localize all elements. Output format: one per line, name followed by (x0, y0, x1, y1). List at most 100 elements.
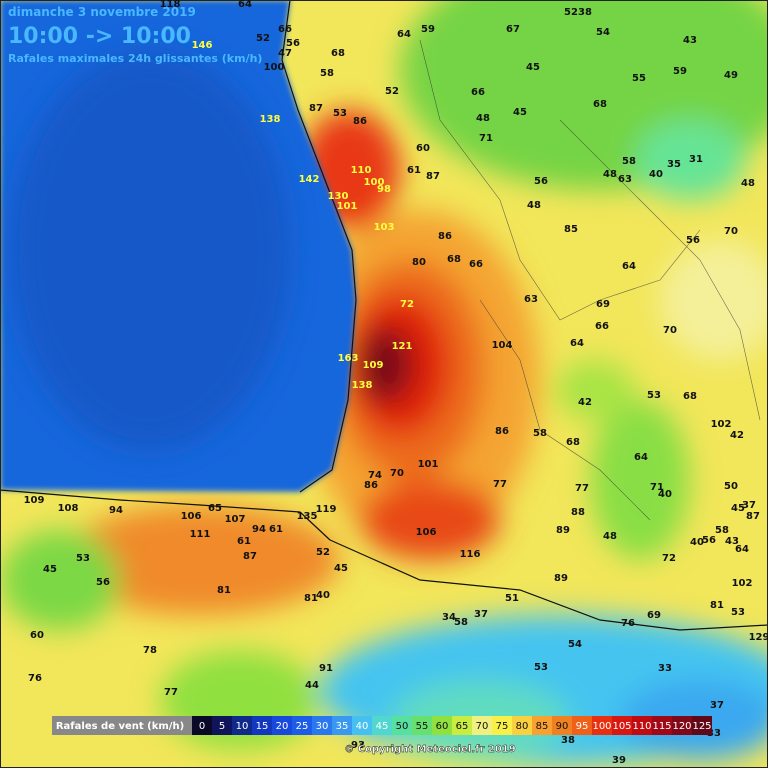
legend-swatch (312, 716, 332, 735)
station-value: 88 (571, 507, 585, 518)
legend-swatch (632, 716, 652, 735)
station-value: 118 (160, 0, 181, 10)
station-value: 52 (256, 33, 270, 44)
station-value: 64 (634, 452, 648, 463)
station-value: 71 (479, 133, 493, 144)
legend-swatch (672, 716, 692, 735)
station-value: 38 (561, 735, 575, 746)
station-value: 66 (471, 87, 485, 98)
station-value: 35 (667, 159, 681, 170)
station-value: 60 (416, 143, 430, 154)
legend-swatch (532, 716, 552, 735)
station-value: 104 (492, 340, 513, 351)
station-value: 48 (603, 169, 617, 180)
legend-label: 5 (219, 721, 225, 732)
legend-swatch (192, 716, 212, 735)
station-value: 43 (683, 35, 697, 46)
station-value: 60 (30, 630, 44, 641)
station-value: 45 (513, 107, 527, 118)
station-value: 93 (351, 740, 365, 751)
station-value: 48 (476, 113, 490, 124)
legend-label: 125 (692, 721, 711, 732)
legend-label: 85 (536, 721, 549, 732)
station-value: 52 (316, 547, 330, 558)
legend-title: Rafales de vent (km/h) (56, 721, 184, 732)
station-value: 64 (570, 338, 584, 349)
station-value: 53 (76, 553, 90, 564)
station-value: 102 (711, 419, 732, 430)
copyright: © Copyright Meteociel.fr 2019 (344, 744, 515, 755)
station-value: 106 (416, 527, 437, 538)
station-value: 119 (316, 504, 337, 515)
station-value: 69 (647, 610, 661, 621)
station-value: 101 (418, 459, 439, 470)
station-value: 102 (732, 578, 753, 589)
legend-label: 120 (672, 721, 691, 732)
station-value: 45 (731, 503, 745, 514)
station-value: 42 (578, 397, 592, 408)
station-value: 68 (593, 99, 607, 110)
station-value: 86 (364, 480, 378, 491)
station-value: 138 (352, 380, 373, 391)
station-value: 45 (334, 563, 348, 574)
station-value: 63 (618, 174, 632, 185)
legend-label: 105 (612, 721, 631, 732)
legend-label: 40 (356, 721, 369, 732)
station-value: 31 (689, 154, 703, 165)
station-value: 77 (493, 479, 507, 490)
legend-label: 15 (256, 721, 269, 732)
station-value: 109 (363, 360, 384, 371)
legend-swatch (332, 716, 352, 735)
station-value: 61 (407, 165, 421, 176)
station-value: 100 (264, 62, 285, 73)
station-value: 45 (43, 564, 57, 575)
station-value: 47 (278, 48, 292, 59)
station-value: 135 (297, 511, 318, 522)
station-value: 39 (612, 755, 626, 766)
station-value: 48 (603, 531, 617, 542)
station-value: 81 (304, 593, 318, 604)
station-value: 130 (328, 191, 349, 202)
station-value: 63 (524, 294, 538, 305)
station-value: 33 (707, 728, 721, 739)
legend: Rafales de vent (km/h) 0 5 10 15 20 25 30 35 40 4… (52, 716, 712, 735)
legend-swatch (452, 716, 472, 735)
station-value: 74 (368, 470, 382, 481)
station-value: 58 (320, 68, 334, 79)
station-value: 121 (392, 341, 413, 352)
station-value: 69 (596, 299, 610, 310)
station-value: 98 (377, 184, 391, 195)
station-value: 66 (595, 321, 609, 332)
station-value: 52 (385, 86, 399, 97)
legend-label: 35 (336, 721, 349, 732)
legend-swatch (252, 716, 272, 735)
station-value: 52 (564, 7, 578, 18)
legend-swatch (572, 716, 592, 735)
legend-swatch (232, 716, 252, 735)
station-value: 66 (278, 24, 292, 35)
station-value: 68 (683, 391, 697, 402)
station-value: 142 (299, 174, 320, 185)
legend-label: 95 (576, 721, 589, 732)
station-value: 77 (164, 687, 178, 698)
legend-swatch (292, 716, 312, 735)
legend-label: 10 (236, 721, 249, 732)
station-value: 109 (24, 495, 45, 506)
station-value: 70 (663, 325, 677, 336)
station-value: 70 (390, 468, 404, 479)
station-value: 51 (505, 593, 519, 604)
station-value: 40 (658, 489, 672, 500)
station-value: 76 (28, 673, 42, 684)
station-value: 40 (649, 169, 663, 180)
station-value: 56 (96, 577, 110, 588)
station-value: 71 (650, 482, 664, 493)
station-value: 86 (438, 231, 452, 242)
legend-label: 55 (416, 721, 429, 732)
legend-swatch (492, 716, 512, 735)
station-value: 49 (724, 70, 738, 81)
station-value: 129 (749, 632, 768, 643)
station-value: 64 (735, 544, 749, 555)
subtitle: Rafales maximales 24h glissantes (km/h) (8, 52, 262, 65)
